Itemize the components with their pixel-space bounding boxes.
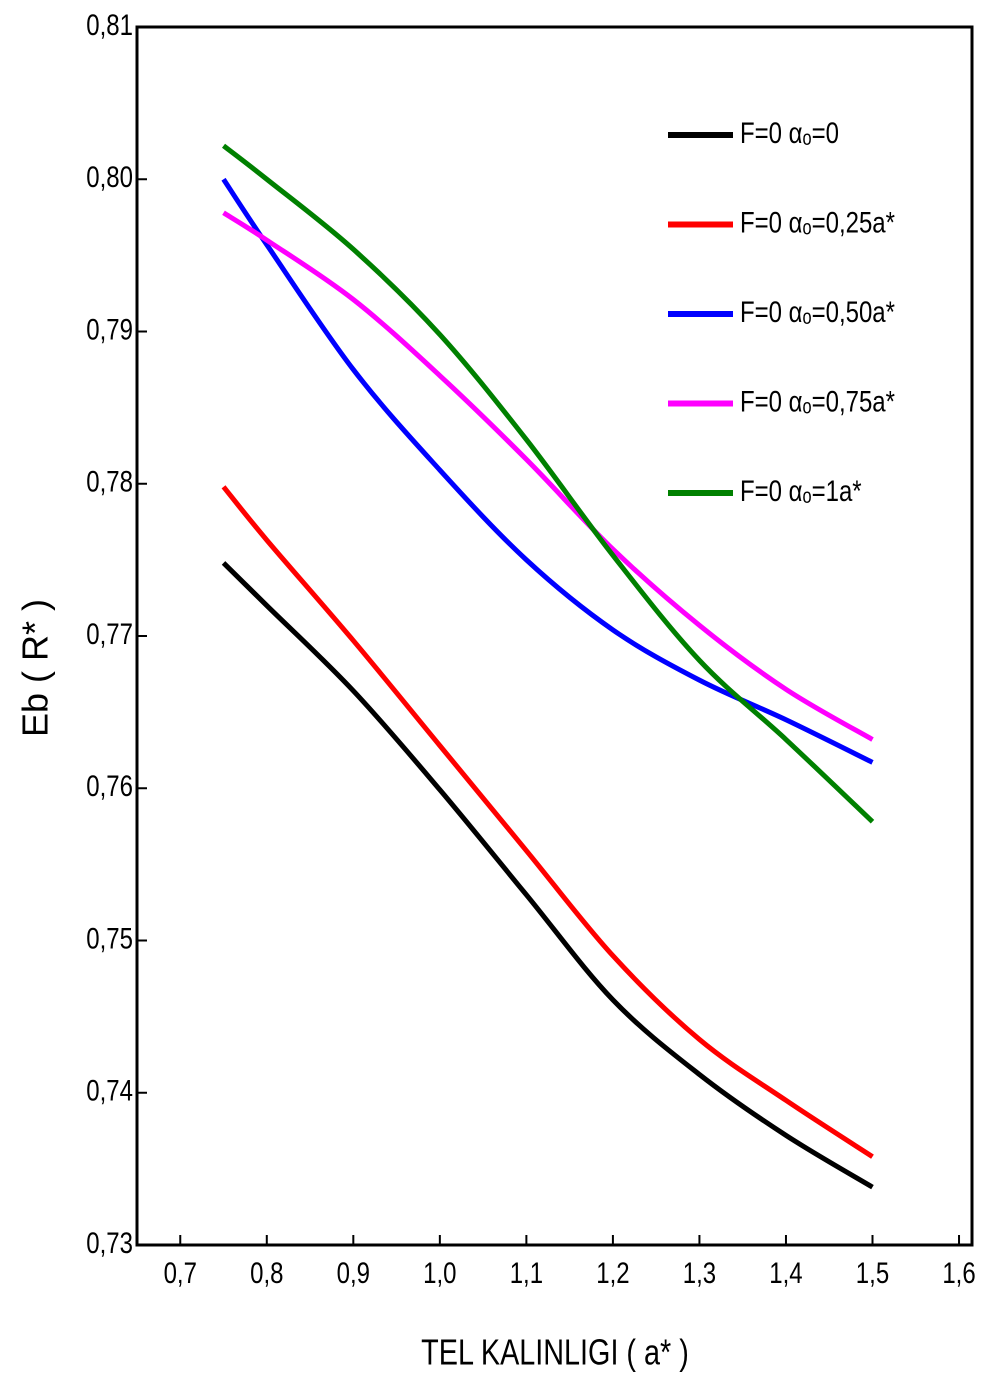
y-tick-label: 0,78 [86, 464, 133, 498]
x-tick-label: 1,1 [510, 1255, 543, 1289]
x-tick-label: 1,5 [856, 1255, 889, 1289]
data-line [221, 485, 874, 1159]
y-axis-title: Eb ( R* ) [15, 599, 56, 737]
x-tick-label: 0,9 [337, 1255, 370, 1289]
x-tick-label: 1,2 [596, 1255, 629, 1289]
data-line [221, 561, 874, 1190]
y-tick-label: 0,73 [86, 1225, 133, 1259]
x-tick-label: 1,0 [423, 1255, 456, 1289]
x-tick-label: 0,7 [164, 1255, 197, 1289]
legend-label: F=0 αₒ=0 [740, 115, 839, 149]
x-tick-label: 1,4 [769, 1255, 802, 1289]
x-tick-label: 1,6 [942, 1255, 975, 1289]
legend-label: F=0 αₒ=1a* [740, 473, 862, 507]
y-tick-label: 0,74 [86, 1073, 133, 1107]
data-line [221, 177, 874, 765]
y-tick-label: 0,81 [86, 7, 133, 41]
y-tick-label: 0,79 [86, 312, 133, 346]
legend-label: F=0 αₒ=0,50a* [740, 294, 895, 328]
x-tick-label: 0,8 [250, 1255, 283, 1289]
data-line [222, 210, 874, 742]
x-axis-title: TEL KALINLIGI ( a* ) [421, 1331, 689, 1372]
y-tick-label: 0,80 [86, 160, 133, 194]
y-tick-label: 0,76 [86, 769, 133, 803]
y-tick-label: 0,77 [86, 616, 133, 650]
data-line [221, 143, 875, 824]
x-tick-label: 1,3 [683, 1255, 716, 1289]
y-tick-label: 0,75 [86, 921, 133, 955]
legend-label: F=0 αₒ=0,25a* [740, 205, 895, 239]
legend-label: F=0 αₒ=0,75a* [740, 384, 895, 418]
